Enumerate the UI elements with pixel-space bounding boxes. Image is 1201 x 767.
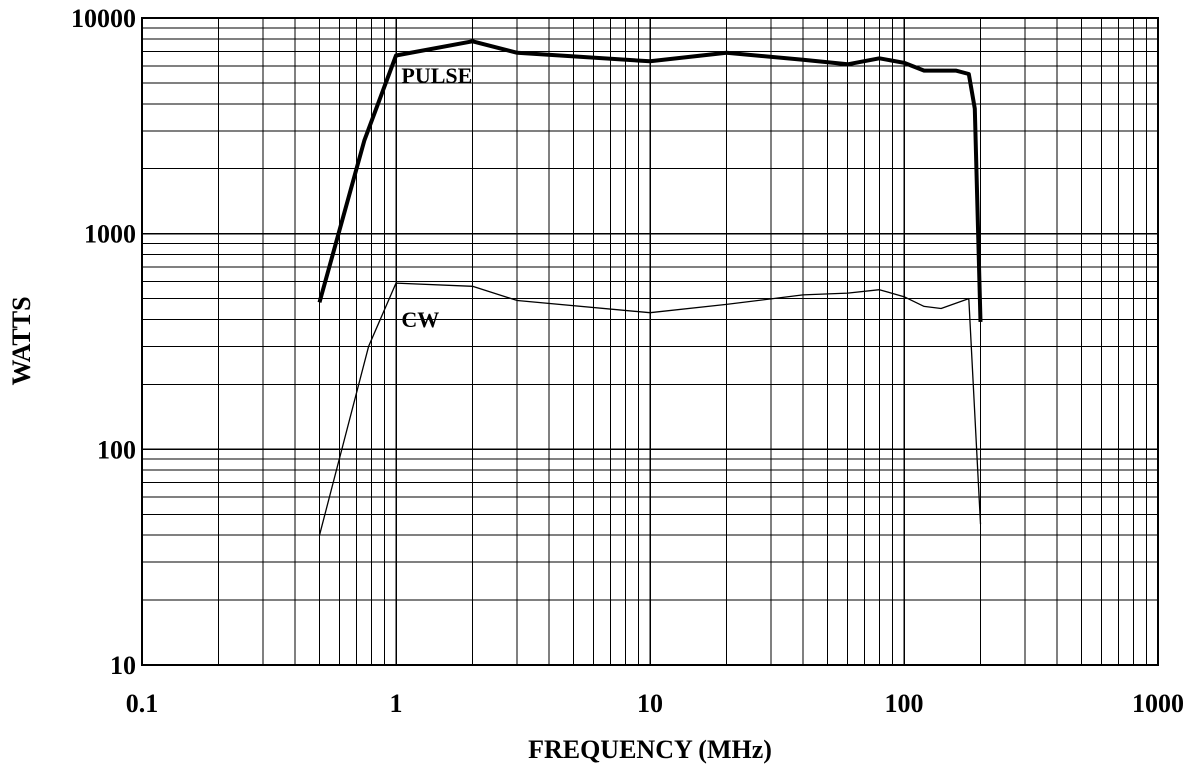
x-tick-label: 1 [390, 689, 403, 718]
x-axis-title: FREQUENCY (MHz) [528, 735, 772, 764]
y-tick-label: 10000 [71, 4, 136, 33]
x-tick-label: 10 [637, 689, 663, 718]
grid-lines [141, 18, 1158, 666]
plot-frame [141, 17, 1159, 666]
series-group [317, 39, 983, 536]
series-label-cw: CW [401, 307, 439, 332]
y-tick-label: 1000 [84, 220, 136, 249]
y-tick-label: 100 [97, 435, 136, 464]
y-axis-title: WATTS [7, 296, 36, 385]
series-line-pulse [317, 39, 983, 322]
series-label-pulse: PULSE [401, 63, 472, 88]
series-line-cw [318, 282, 982, 536]
x-tick-label: 0.1 [126, 689, 159, 718]
series-labels: PULSE CW [401, 63, 472, 332]
y-tick-label: 10 [110, 651, 136, 680]
y-tick-labels: 10 100 1000 10000 [71, 4, 136, 680]
x-tick-labels: 0.1 1 10 100 1000 [126, 689, 1184, 718]
x-tick-label: 100 [885, 689, 924, 718]
x-tick-label: 1000 [1132, 689, 1184, 718]
